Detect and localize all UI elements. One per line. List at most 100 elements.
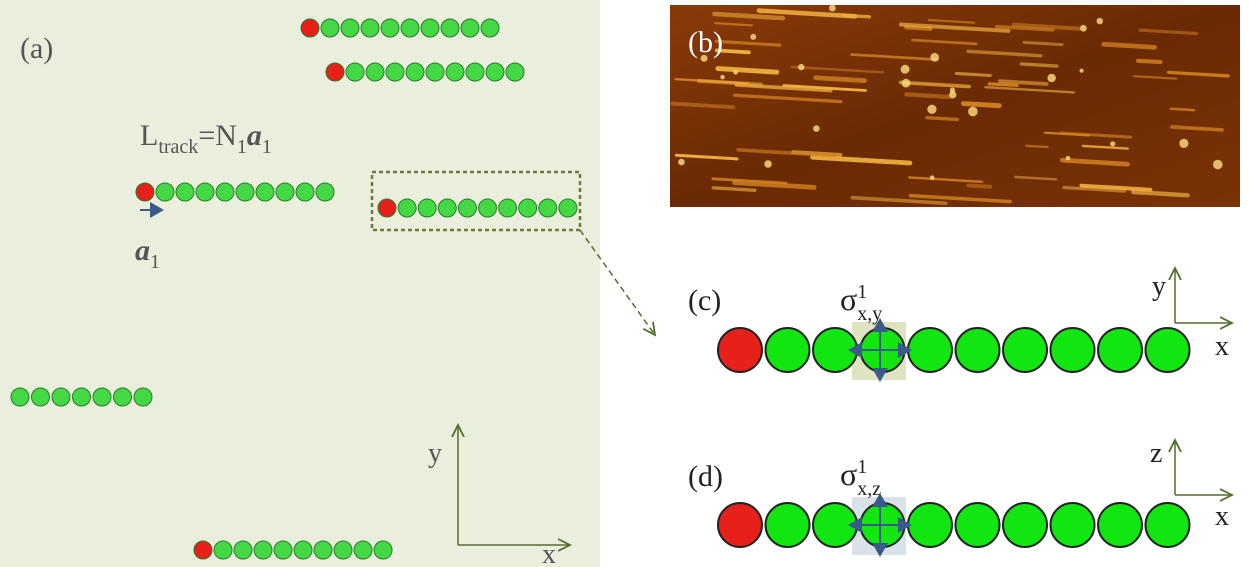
- red-particle: [135, 182, 155, 202]
- green-particle: [113, 387, 132, 407]
- green-particle: [764, 327, 811, 373]
- green-particle: [1144, 502, 1191, 548]
- streak: [1060, 157, 1130, 167]
- axis-label: x: [1215, 331, 1229, 362]
- streak: [734, 83, 833, 93]
- streak: [904, 25, 933, 31]
- spot: [829, 4, 836, 12]
- green-particle: [255, 182, 275, 202]
- streak: [966, 49, 1043, 58]
- streak: [1019, 62, 1059, 68]
- green-particle: [457, 198, 477, 218]
- green-particle: [460, 18, 480, 38]
- streak: [674, 153, 739, 161]
- panel-label: (c): [688, 284, 721, 317]
- green-particle: [133, 387, 153, 407]
- spot: [1110, 141, 1116, 147]
- streak: [1101, 41, 1158, 50]
- green-particle: [420, 18, 440, 38]
- zoom-arrow: [579, 229, 655, 335]
- streak: [898, 80, 971, 89]
- green-particle: [380, 18, 400, 38]
- streak: [1022, 40, 1064, 47]
- streak: [904, 92, 953, 100]
- green-particle: [51, 387, 71, 407]
- crosshairs: [848, 318, 912, 557]
- green-particle: [275, 182, 295, 202]
- streak: [898, 22, 1011, 33]
- red-particle: [717, 327, 763, 373]
- spot: [930, 52, 940, 62]
- green-particle: [1002, 327, 1048, 373]
- green-particle: [764, 502, 811, 548]
- streak: [984, 85, 1076, 94]
- sigma-label: σ1 x,z: [840, 456, 881, 500]
- streak: [1132, 75, 1178, 80]
- streak: [670, 101, 736, 110]
- green-particle: [907, 502, 953, 548]
- green-particle: [1002, 502, 1048, 548]
- panel-label: (a): [20, 32, 53, 65]
- spot: [901, 78, 911, 88]
- green-particle: [397, 198, 417, 218]
- streak: [1014, 175, 1058, 181]
- spot: [968, 106, 978, 117]
- green-particle: [273, 540, 293, 560]
- streak: [782, 84, 868, 92]
- streak: [813, 75, 867, 84]
- green-particle: [353, 540, 373, 560]
- streak: [732, 180, 817, 190]
- green-particle: [1097, 327, 1143, 373]
- green-particle: [253, 540, 273, 560]
- spot: [1080, 24, 1087, 32]
- green-particle: [417, 198, 437, 218]
- streak: [1167, 70, 1230, 78]
- green-particle: [373, 540, 393, 560]
- green-particle: [293, 540, 313, 560]
- green-particle: [907, 327, 953, 373]
- green-particle: [558, 198, 578, 218]
- streak: [714, 22, 753, 27]
- spot: [700, 54, 708, 62]
- streak: [911, 38, 978, 46]
- streak: [966, 183, 993, 189]
- streak: [736, 148, 837, 158]
- spot: [678, 158, 685, 166]
- streak: [1130, 189, 1190, 198]
- streak: [711, 177, 788, 185]
- streak: [1169, 107, 1196, 112]
- green-particle: [333, 540, 353, 560]
- green-particle: [345, 62, 365, 82]
- spot: [900, 64, 910, 74]
- spot: [1096, 17, 1103, 25]
- streak: [850, 53, 939, 61]
- green-particle: [1097, 502, 1143, 548]
- spot: [764, 160, 772, 168]
- green-particle: [445, 62, 465, 82]
- green-particle: [155, 182, 175, 202]
- green-particle: [538, 198, 558, 218]
- green-particle: [360, 18, 380, 38]
- spot: [1212, 159, 1223, 170]
- green-particle: [10, 387, 30, 407]
- green-particle: [485, 62, 505, 82]
- sigma-label: σ1 x,y: [840, 281, 882, 325]
- green-particle: [954, 502, 1001, 548]
- red-particle: [193, 540, 213, 560]
- spot: [1079, 68, 1084, 73]
- green-particle: [320, 18, 340, 38]
- red-particle: [717, 502, 763, 548]
- streak: [987, 82, 1019, 88]
- green-particle: [405, 62, 425, 82]
- green-particle: [440, 18, 460, 38]
- green-particle: [385, 62, 405, 82]
- spot: [1179, 138, 1189, 149]
- red-particle: [325, 62, 345, 82]
- streak: [850, 195, 948, 206]
- spot: [929, 175, 935, 180]
- panel-label: (b): [688, 26, 723, 59]
- spot: [720, 74, 725, 80]
- green-particle: [1049, 327, 1096, 373]
- streak: [790, 65, 885, 74]
